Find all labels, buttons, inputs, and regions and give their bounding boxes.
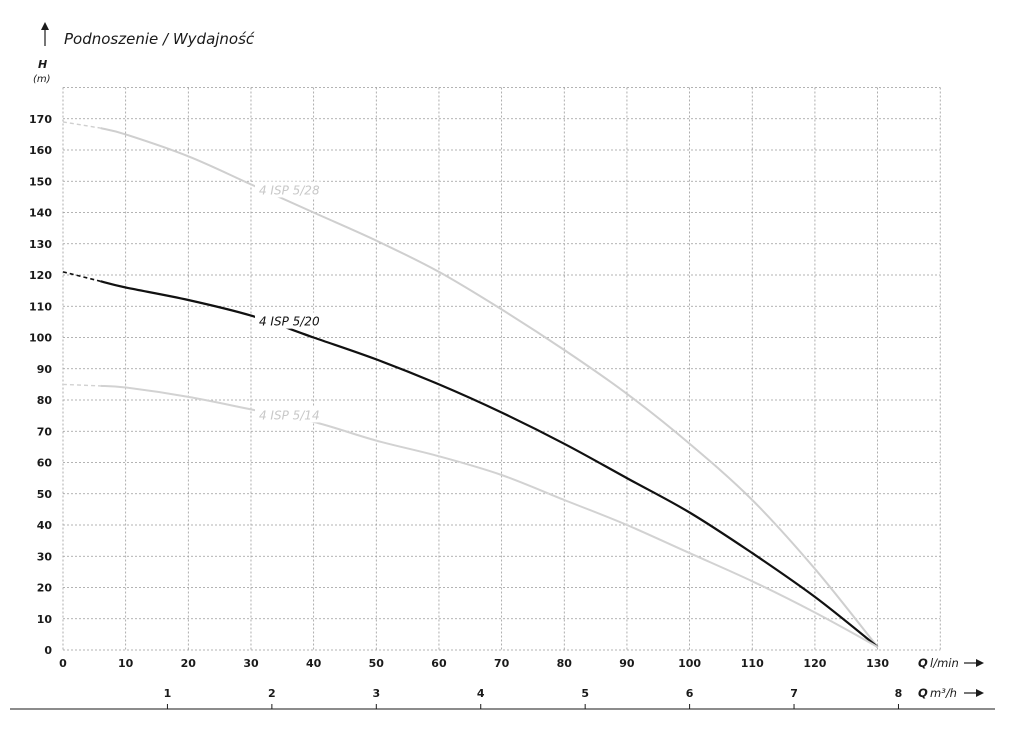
x-tick-label-lmin: 0 — [59, 657, 67, 670]
x-tick-label-lmin: 50 — [369, 657, 385, 670]
x-tick-label-lmin: 120 — [803, 657, 826, 670]
y-tick-label: 0 — [44, 644, 52, 657]
x-tick-label-lmin: 10 — [118, 657, 134, 670]
x-tick-label-m3h: 8 — [895, 687, 903, 700]
y-tick-label: 140 — [29, 207, 52, 220]
x-axis-lmin-unit: l/min — [930, 656, 959, 670]
y-tick-label: 150 — [29, 175, 52, 188]
curve-series-2 — [100, 384, 879, 648]
grid — [62, 87, 941, 651]
curve-dashed-1 — [62, 271, 101, 283]
x-tick-label-m3h: 1 — [164, 687, 172, 700]
x-axis-q2-label: Q — [918, 686, 928, 700]
x-tick-label-lmin: 20 — [181, 657, 197, 670]
y-tick-label: 120 — [29, 269, 52, 282]
x-tick-label-m3h: 4 — [477, 687, 485, 700]
chart-title: Podnoszenie / Wydajność — [64, 30, 255, 48]
x-tick-label-m3h: 2 — [268, 687, 276, 700]
x-tick-label-lmin: 30 — [243, 657, 259, 670]
y-tick-label: 130 — [29, 238, 52, 251]
y-tick-label: 30 — [37, 550, 53, 563]
x-axis-arrow-icon — [964, 659, 984, 667]
x-tick-label-lmin: 40 — [306, 657, 322, 670]
curves — [62, 121, 879, 648]
y-tick-label: 10 — [37, 613, 53, 626]
curve-series-0 — [100, 127, 879, 648]
curve-labels: 4 ISP 5/28 4 ISP 5/20 4 ISP 5/14 — [254, 181, 321, 423]
y-tick-label: 20 — [37, 582, 53, 595]
x-axis-m3h-unit: m³/h — [930, 686, 957, 700]
x-axis-q-label: Q — [918, 656, 928, 670]
y-tick-label: 90 — [37, 363, 53, 376]
tick-labels: 0102030405060708090100110120130140150160… — [29, 113, 902, 709]
curve-label: 4 ISP 5/20 — [259, 315, 320, 329]
x-tick-label-lmin: 80 — [557, 657, 573, 670]
y-tick-label: 170 — [29, 113, 52, 126]
curve-label-bg — [254, 406, 321, 423]
x-axis-lmin-label: Q l/min — [918, 656, 984, 670]
x-tick-label-m3h: 7 — [790, 687, 798, 700]
x-tick-label-m3h: 5 — [581, 687, 589, 700]
y-axis-label: H — [38, 58, 47, 71]
x-tick-label-lmin: 60 — [431, 657, 447, 670]
curve-dashed-0 — [62, 121, 101, 129]
curve-label-bg — [254, 181, 321, 198]
curve-dashed-2 — [62, 383, 101, 387]
x-tick-label-lmin: 130 — [866, 657, 889, 670]
y-tick-label: 110 — [29, 300, 52, 313]
x-tick-label-lmin: 70 — [494, 657, 510, 670]
curve-label-bg — [254, 312, 321, 329]
curve-label: 4 ISP 5/14 — [259, 408, 320, 422]
y-axis-unit: (m) — [33, 74, 51, 85]
y-tick-label: 60 — [37, 457, 53, 470]
curve-series-1 — [100, 280, 879, 648]
y-tick-label: 70 — [37, 425, 53, 438]
title-arrow-icon — [41, 22, 49, 46]
curve-label: 4 ISP 5/28 — [259, 183, 320, 197]
x-tick-label-lmin: 100 — [678, 657, 701, 670]
y-tick-label: 100 — [29, 332, 52, 345]
x-axis-m3h-label: Q m³/h — [918, 686, 984, 700]
y-tick-label: 160 — [29, 144, 52, 157]
x-tick-label-m3h: 6 — [686, 687, 694, 700]
y-tick-label: 80 — [37, 394, 53, 407]
x-tick-label-lmin: 90 — [619, 657, 635, 670]
x-tick-label-lmin: 110 — [741, 657, 764, 670]
y-tick-label: 40 — [37, 519, 53, 532]
x-axis-arrow2-icon — [964, 689, 984, 697]
x-tick-label-m3h: 3 — [372, 687, 380, 700]
y-tick-label: 50 — [37, 488, 53, 501]
